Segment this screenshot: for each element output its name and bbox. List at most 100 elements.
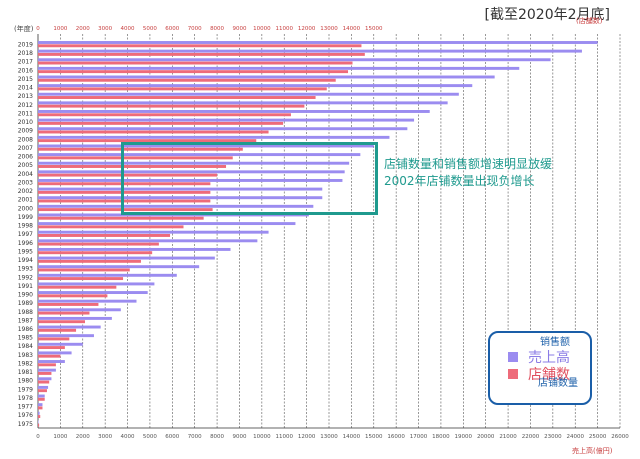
bar-stores: [38, 363, 56, 367]
page-header-date: [截至2020年2月底]: [484, 7, 610, 23]
year-tick-label: 2011: [18, 110, 33, 117]
bar-stores: [38, 337, 70, 341]
top-axis-tick-label: 2000: [76, 26, 90, 32]
bar-stores: [38, 147, 243, 151]
bar-stores: [38, 397, 45, 401]
bar-sales: [38, 385, 49, 389]
bar-stores: [38, 182, 211, 186]
top-axis-tick-label: 1000: [53, 26, 67, 32]
bar-stores: [38, 320, 86, 324]
bar-stores: [38, 199, 211, 203]
bar-stores: [38, 44, 362, 48]
bar-sales: [38, 196, 323, 200]
bar-stores: [38, 277, 124, 281]
annotation-line-1: 店铺数量和销售额增速明显放缓: [384, 157, 553, 171]
bottom-axis-tick-label: 3000: [98, 434, 112, 440]
year-tick-label: 1981: [18, 369, 33, 376]
bottom-axis-tick-label: 14000: [343, 434, 361, 440]
bar-sales: [38, 101, 448, 105]
year-tick-label: 1986: [18, 326, 33, 333]
legend-caption-stores: 店铺数量: [538, 378, 578, 389]
top-axis-tick-label: 8000: [210, 26, 224, 32]
bar-sales: [38, 170, 345, 174]
bar-stores: [38, 165, 227, 168]
bar-sales: [38, 204, 314, 208]
bar-stores: [38, 415, 41, 418]
year-tick-label: 1988: [18, 309, 33, 316]
top-axis-tick-label: 5000: [143, 26, 157, 32]
bar-sales: [38, 118, 415, 122]
year-tick-label: 2014: [18, 85, 33, 92]
top-axis-tick-label: 11000: [275, 26, 293, 32]
bar-sales: [38, 420, 39, 424]
top-axis-tick-label: 14000: [343, 26, 361, 32]
bottom-axis-tick-label: 18000: [432, 434, 450, 440]
top-axis-tick-label: 15000: [365, 26, 383, 32]
bar-sales: [38, 135, 390, 139]
bar-stores: [38, 285, 117, 289]
top-axis-title: (店舗数): [576, 17, 603, 25]
top-axis-tick-label: 13000: [320, 26, 338, 32]
bar-sales: [38, 161, 350, 165]
annotation-line-2: 2002年店铺数量出现负增长: [384, 174, 535, 188]
top-axis-tick-label: 12000: [298, 26, 316, 32]
bar-sales: [38, 247, 231, 251]
bar-stores: [38, 208, 213, 212]
year-tick-label: 2008: [18, 136, 33, 143]
bottom-axis-tick-label: 26000: [611, 434, 629, 440]
bar-stores: [38, 113, 291, 117]
highlight-box: [121, 142, 378, 215]
bottom-axis-tick-label: 16000: [387, 434, 405, 440]
year-tick-label: 2009: [18, 128, 33, 135]
year-tick-label: 1983: [18, 352, 33, 359]
bar-stores: [38, 251, 153, 255]
top-axis-tick-label: 0: [36, 26, 40, 32]
bottom-axis-tick-label: 5000: [143, 434, 157, 440]
bar-sales: [38, 153, 361, 157]
bottom-axis-tick-label: 6000: [165, 434, 179, 440]
bar-stores: [38, 52, 365, 56]
year-tick-label: 1984: [18, 343, 33, 350]
bar-stores: [38, 380, 50, 384]
bar-stores: [38, 328, 77, 332]
year-tick-label: 1994: [18, 257, 33, 264]
bar-stores: [38, 121, 284, 125]
bottom-axis-tick-label: 19000: [455, 434, 473, 440]
bar-sales: [38, 239, 258, 243]
bottom-axis-tick-label: 1000: [53, 434, 67, 440]
bar-stores: [38, 259, 141, 263]
bar-stores: [38, 96, 316, 99]
bar-stores: [38, 156, 233, 160]
bottom-axis-tick-label: 20000: [477, 434, 495, 440]
legend-caption-sales: 销售额: [540, 337, 570, 348]
bar-sales: [38, 273, 177, 277]
bar-sales: [38, 127, 408, 131]
bottom-axis-tick-label: 13000: [320, 434, 338, 440]
year-tick-label: 2012: [18, 102, 33, 109]
bottom-axis-tick-label: 10000: [253, 434, 271, 440]
bottom-axis-tick-label: 8000: [210, 434, 224, 440]
year-tick-label: 2017: [18, 59, 33, 66]
bar-sales: [38, 222, 296, 226]
year-tick-label: 2016: [18, 67, 33, 74]
bottom-axis-tick-label: 9000: [232, 434, 246, 440]
legend-label-stores: 店舗数: [528, 367, 570, 383]
bottom-axis-tick-label: 12000: [298, 434, 316, 440]
top-axis-tick-label: 7000: [188, 26, 202, 32]
year-tick-label: 1977: [18, 404, 33, 411]
bar-stores: [38, 78, 336, 82]
year-tick-label: 2000: [18, 205, 33, 212]
top-axis-tick-label: 3000: [98, 26, 112, 32]
year-tick-label: 1993: [18, 266, 33, 273]
bar-sales: [38, 144, 374, 148]
bar-stores: [38, 225, 184, 229]
bar-sales: [38, 265, 200, 269]
legend-swatch-stores: [508, 369, 518, 379]
legend-item-sales: 売上高: [508, 347, 570, 367]
year-tick-label: 1991: [18, 283, 33, 290]
bottom-axis-tick-label: 4000: [121, 434, 135, 440]
bar-sales: [38, 411, 40, 415]
bar-stores: [38, 234, 171, 237]
legend-item-stores: 店舗数: [508, 364, 570, 384]
